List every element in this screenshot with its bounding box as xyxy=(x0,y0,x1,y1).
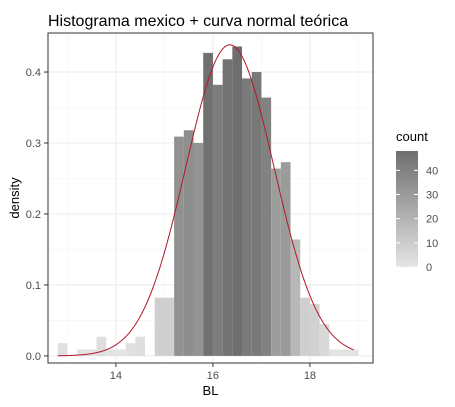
histogram-bar xyxy=(280,162,291,356)
histogram-bar xyxy=(329,349,340,356)
legend-ticks: 0 10 20 30 40 xyxy=(396,165,438,274)
legend-break-label: 30 xyxy=(426,190,438,202)
histogram-bar xyxy=(290,239,301,356)
histogram-bar xyxy=(261,97,272,356)
histogram-bar xyxy=(203,52,213,356)
histogram-bar xyxy=(271,168,281,356)
histogram-bar xyxy=(300,297,310,356)
histogram-bar xyxy=(57,343,68,356)
histogram-bar xyxy=(212,84,223,356)
panel-border xyxy=(47,32,374,364)
legend-colorbar xyxy=(396,151,418,267)
histogram-bar xyxy=(154,297,165,356)
legend-break-label: 40 xyxy=(426,165,438,177)
histogram-bar xyxy=(106,349,116,356)
histogram-bar xyxy=(242,78,252,356)
y-tick-label: 0.2 xyxy=(26,209,41,221)
chart-title: Histograma mexico + curva normal teórica xyxy=(48,13,348,30)
histogram-bar xyxy=(135,336,146,356)
x-axis: 14 16 18 xyxy=(110,363,316,382)
normal-curve-line xyxy=(57,44,354,357)
legend: count 0 10 20 30 40 xyxy=(396,129,438,274)
y-tick-label: 0.0 xyxy=(26,351,41,363)
histogram-bar xyxy=(77,349,87,356)
histogram-bar xyxy=(164,297,175,356)
x-tick-label: 14 xyxy=(110,370,122,382)
plot-panel xyxy=(47,32,374,364)
legend-title: count xyxy=(396,129,428,144)
legend-break-label: 20 xyxy=(426,214,438,226)
histogram-bar xyxy=(348,349,359,356)
legend-break-label: 0 xyxy=(426,262,432,274)
histogram-bar xyxy=(86,349,97,356)
histogram-bar xyxy=(115,349,126,356)
x-tick-label: 16 xyxy=(207,370,219,382)
histogram-bar xyxy=(125,343,136,356)
y-tick-label: 0.1 xyxy=(26,280,41,292)
x-tick-label: 18 xyxy=(304,370,316,382)
histogram-bars xyxy=(57,46,359,356)
histogram-bar xyxy=(319,323,330,356)
histogram-bar xyxy=(222,59,233,356)
histogram-bar xyxy=(174,136,184,356)
histogram-bar xyxy=(193,143,204,356)
histogram-bar xyxy=(339,349,349,356)
histogram-bar xyxy=(309,304,320,356)
y-axis: 0.0 0.1 0.2 0.3 0.4 xyxy=(26,67,48,363)
y-tick-label: 0.4 xyxy=(26,67,41,79)
y-tick-label: 0.3 xyxy=(26,138,41,150)
histogram-bar xyxy=(251,72,262,356)
histogram-bar xyxy=(183,130,194,356)
x-axis-title: BL xyxy=(203,383,219,398)
histogram-bar xyxy=(232,46,243,356)
histogram-bar xyxy=(96,336,107,356)
y-axis-title: density xyxy=(7,177,22,219)
legend-break-label: 10 xyxy=(426,238,438,250)
